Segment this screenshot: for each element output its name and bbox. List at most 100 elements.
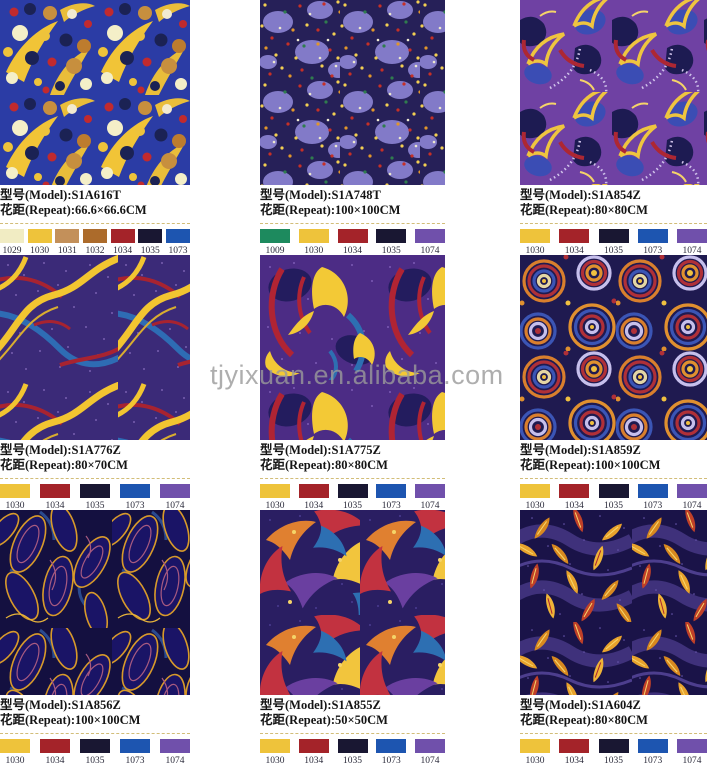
swatch-chip — [165, 229, 190, 243]
swatch-chip — [55, 229, 80, 243]
swatch-chip — [415, 229, 445, 243]
carpet-pattern-image[interactable] — [520, 255, 707, 440]
product-card: 型号(Model):S1A616T 花距(Repeat):66.6×66.6CM… — [0, 0, 237, 256]
swatch-code: 1074 — [420, 501, 440, 511]
swatch-chip — [120, 484, 150, 498]
color-swatch: 1073 — [637, 229, 668, 256]
carpet-pattern-image[interactable] — [260, 510, 445, 695]
swatch-chip — [637, 229, 668, 243]
model-text: 型号(Model):S1A854Z — [520, 188, 641, 202]
swatch-chip — [337, 739, 368, 753]
swatch-chip — [520, 229, 550, 243]
model-text: 型号(Model):S1A775Z — [260, 443, 381, 457]
swatch-code: 1073 — [381, 756, 401, 764]
swatch-code: 1074 — [165, 756, 185, 764]
swatch-code: 1073 — [125, 756, 145, 764]
color-swatch: 1073 — [165, 229, 190, 256]
product-card: 型号(Model):S1A859Z 花距(Repeat):100×100CM 1… — [475, 255, 712, 511]
color-swatch: 1035 — [376, 229, 407, 256]
carpet-pattern-image[interactable] — [260, 255, 445, 440]
swatch-chip — [415, 484, 445, 498]
color-swatch: 1034 — [298, 484, 329, 511]
color-swatch: 1030 — [520, 229, 550, 256]
carpet-pattern-image[interactable] — [520, 510, 707, 695]
model-text: 型号(Model):S1A856Z — [0, 698, 121, 712]
carpet-pattern-image[interactable] — [0, 0, 190, 185]
swatch-chip — [637, 739, 668, 753]
carpet-pattern-image[interactable] — [260, 0, 445, 185]
color-swatch: 1034 — [559, 484, 590, 511]
color-swatch: 1035 — [80, 739, 110, 764]
swatch-chip — [598, 739, 629, 753]
color-swatch: 1074 — [415, 739, 445, 764]
swatch-chip — [138, 229, 163, 243]
color-swatch: 1030 — [0, 484, 30, 511]
swatch-code: 1035 — [604, 501, 623, 511]
swatch-chip — [298, 739, 329, 753]
swatch-chip — [559, 484, 590, 498]
color-swatch: 1074 — [677, 739, 707, 764]
swatch-chip — [260, 739, 290, 753]
carpet-pattern-image[interactable] — [0, 255, 190, 440]
swatch-code: 1030 — [30, 246, 50, 256]
swatch-code: 1074 — [682, 501, 702, 511]
swatch-code: 1074 — [420, 246, 440, 256]
color-swatch: 1029 — [0, 229, 24, 256]
color-swatch: 1034 — [40, 484, 70, 511]
color-swatch: 1031 — [55, 229, 80, 256]
swatch-code: 1074 — [682, 756, 702, 764]
color-swatch: 1074 — [160, 484, 190, 511]
swatch-chip — [260, 484, 290, 498]
swatch-row: 1030 1034 1035 1073 1074 — [520, 739, 707, 764]
color-swatch: 1030 — [520, 484, 550, 511]
swatch-code: 1031 — [57, 246, 77, 256]
swatch-chip — [520, 484, 550, 498]
color-swatch: 1034 — [559, 739, 590, 764]
repeat-text: 花距(Repeat):80×80CM — [520, 203, 648, 217]
color-swatch: 1035 — [80, 484, 110, 511]
swatch-chip — [376, 229, 407, 243]
swatch-row: 1030 1034 1035 1073 1074 — [520, 484, 707, 511]
color-swatch: 1034 — [559, 229, 590, 256]
swatch-chip — [160, 484, 190, 498]
color-swatch: 1009 — [260, 229, 290, 256]
repeat-text: 花距(Repeat):80×70CM — [0, 458, 128, 472]
repeat-text: 花距(Repeat):100×100CM — [0, 713, 141, 727]
repeat-text: 花距(Repeat):66.6×66.6CM — [0, 203, 147, 217]
swatch-chip — [298, 229, 329, 243]
color-swatch: 1030 — [520, 739, 550, 764]
swatch-row: 1030 1034 1035 1073 1074 — [520, 229, 707, 256]
color-swatch: 1030 — [0, 739, 30, 764]
swatch-chip — [27, 229, 52, 243]
swatch-code: 1034 — [564, 246, 584, 256]
color-swatch: 1030 — [27, 229, 52, 256]
swatch-chip — [637, 484, 668, 498]
carpet-pattern-image[interactable] — [520, 0, 707, 185]
color-swatch: 1030 — [298, 229, 329, 256]
swatch-chip — [677, 739, 707, 753]
swatch-code: 1073 — [168, 246, 188, 256]
swatch-chip — [40, 739, 70, 753]
product-card: 型号(Model):S1A856Z 花距(Repeat):100×100CM 1… — [0, 510, 237, 764]
repeat-text: 花距(Repeat):50×50CM — [260, 713, 388, 727]
swatch-code: 1034 — [304, 501, 324, 511]
swatch-code: 1073 — [643, 756, 663, 764]
color-swatch: 1035 — [598, 229, 629, 256]
dashed-separator — [520, 478, 707, 479]
swatch-chip — [598, 229, 629, 243]
swatch-code: 1030 — [525, 501, 545, 511]
swatch-code: 1030 — [265, 501, 285, 511]
color-swatch: 1032 — [82, 229, 107, 256]
swatch-chip — [415, 739, 445, 753]
color-swatch: 1035 — [337, 739, 368, 764]
color-swatch: 1030 — [260, 484, 290, 511]
color-swatch: 1073 — [637, 739, 668, 764]
model-text: 型号(Model):S1A616T — [0, 188, 121, 202]
color-swatch: 1074 — [677, 484, 707, 511]
swatch-chip — [337, 229, 368, 243]
swatch-code: 1073 — [643, 501, 663, 511]
carpet-pattern-image[interactable] — [0, 510, 190, 695]
swatch-chip — [0, 484, 30, 498]
